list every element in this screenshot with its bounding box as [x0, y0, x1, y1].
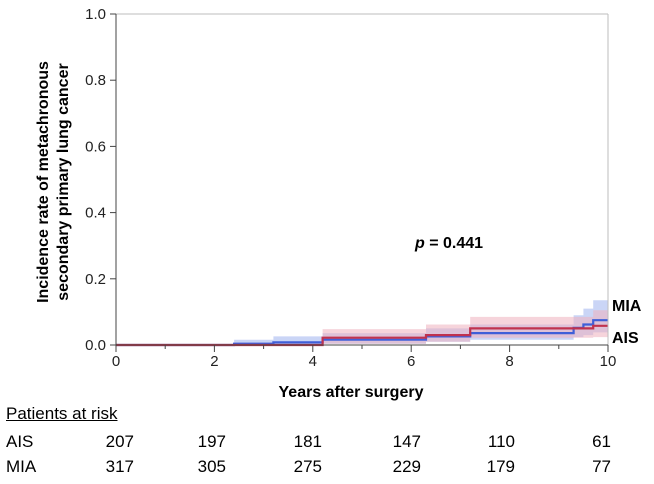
risk-value: 207: [105, 432, 134, 451]
y-tick-label: 0.6: [85, 138, 106, 155]
x-tick-label: 0: [112, 353, 120, 370]
risk-row-ais: AIS 207 197 181 147 110 61: [0, 432, 654, 454]
risk-row-label: AIS: [6, 432, 34, 451]
incidence-chart: 0.0 0.2 0.4 0.6 0.8 1.0 0 2 4 6 8 10 p = 0.441 Year…: [35, 6, 642, 401]
y-axis-title-line-2: secondary primary lung cancer: [55, 63, 72, 300]
x-tick-label: 6: [407, 353, 415, 370]
x-tick-label: 4: [309, 353, 317, 370]
p-value-annotation: p = 0.441: [414, 235, 483, 252]
incidence-lines: [116, 319, 608, 347]
x-tick-label: 8: [505, 353, 513, 370]
risk-row-mia: MIA 317 305 275 229 179 77: [0, 457, 654, 479]
risk-value: 77: [592, 457, 611, 476]
p-value-text: = 0.441: [425, 235, 483, 252]
series-label-mia: MIA: [612, 298, 642, 315]
risk-value: 197: [197, 432, 226, 451]
risk-value: 229: [392, 457, 421, 476]
risk-row-label: MIA: [6, 457, 37, 476]
series-label-ais: AIS: [612, 330, 639, 347]
series-line-mia: [116, 319, 608, 347]
x-tick-label: 2: [210, 353, 218, 370]
x-axis-title: Years after surgery: [279, 384, 424, 401]
p-value-symbol: p: [414, 235, 425, 252]
risk-table-title: Patients at risk: [6, 404, 118, 423]
risk-value: 275: [293, 457, 322, 476]
y-tick-label: 0.8: [85, 72, 106, 89]
y-tick-label: 1.0: [85, 6, 106, 23]
series-line-ais: [116, 324, 608, 347]
y-tick-label: 0.0: [85, 337, 106, 354]
risk-value: 305: [197, 457, 226, 476]
y-tick-label: 0.2: [85, 271, 106, 288]
y-axis-title: Incidence rate of metachronous secondary…: [35, 61, 72, 303]
y-tick-label: 0.4: [85, 205, 106, 222]
x-tick-label: 10: [600, 353, 617, 370]
risk-value: 61: [592, 432, 611, 451]
risk-value: 179: [486, 457, 515, 476]
risk-value: 110: [487, 432, 515, 451]
risk-value: 147: [392, 432, 421, 451]
risk-value: 181: [293, 432, 322, 451]
y-axis-title-line-1: Incidence rate of metachronous: [35, 61, 52, 303]
axes: 0.0 0.2 0.4 0.6 0.8 1.0 0 2 4 6 8 10: [85, 6, 616, 370]
confidence-band-ais: [116, 310, 608, 345]
risk-value: 317: [105, 457, 134, 476]
